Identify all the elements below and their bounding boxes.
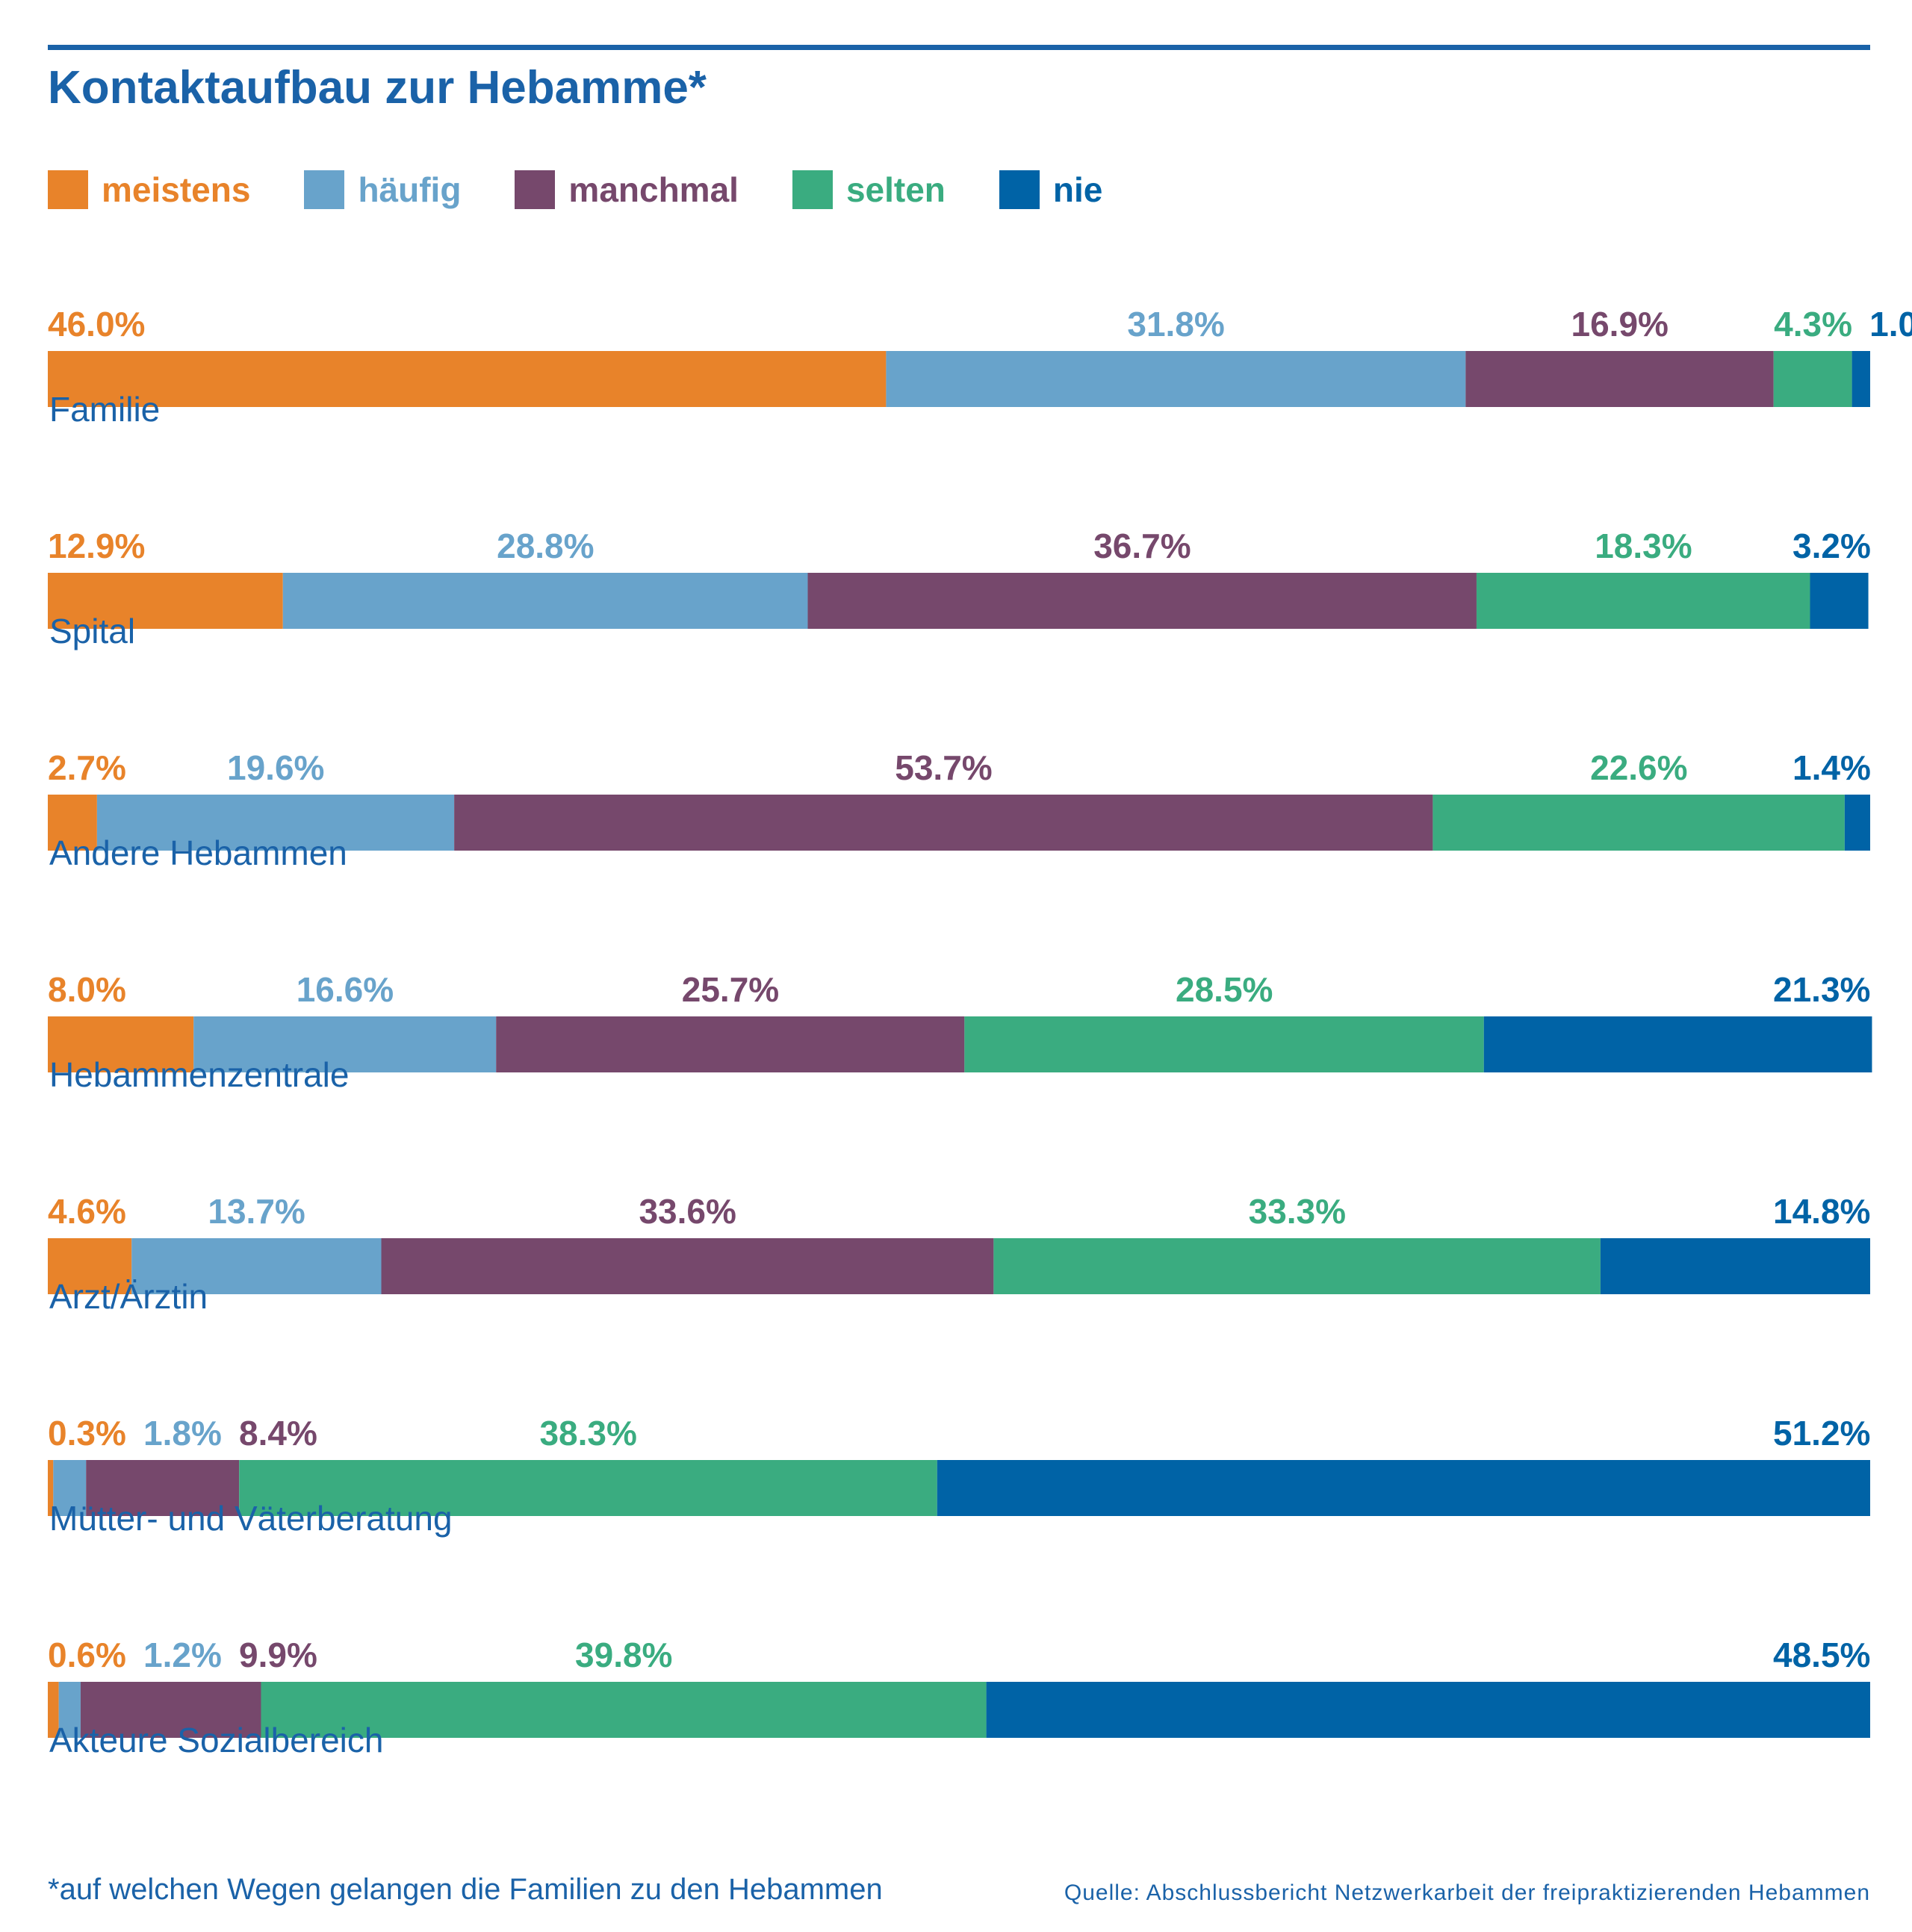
- value-label-1-1: 28.8%: [497, 527, 594, 565]
- legend-item-selten: selten: [792, 170, 946, 210]
- legend-item-meistens: meistens: [48, 170, 250, 210]
- category-label-3: Hebammenzentrale: [49, 1055, 349, 1094]
- category-label-2: Andere Hebammen: [49, 833, 347, 872]
- value-label-2-3: 22.6%: [1590, 748, 1687, 787]
- value-label-3-0: 8.0%: [48, 970, 126, 1009]
- legend: meistens häufig manchmal selten nie: [48, 167, 1156, 212]
- value-label-0-2: 16.9%: [1571, 305, 1669, 344]
- legend-label-meistens: meistens: [102, 170, 251, 209]
- value-label-2-2: 53.7%: [895, 748, 992, 787]
- category-label-0: Familie: [49, 390, 160, 429]
- value-label-1-4: 3.2%: [1792, 527, 1871, 565]
- bar-segment-2-3: [1433, 795, 1845, 851]
- bar-segment-4-2: [381, 1238, 994, 1294]
- bar-segment-4-4: [1600, 1238, 1870, 1294]
- value-label-3-4: 21.3%: [1773, 970, 1870, 1009]
- bar-segment-3-3: [964, 1016, 1484, 1072]
- value-label-5-3: 38.3%: [539, 1414, 636, 1453]
- bar-segment-1-2: [807, 573, 1477, 629]
- bar-segment-6-3: [261, 1682, 987, 1738]
- value-label-6-3: 39.8%: [575, 1636, 672, 1674]
- value-label-0-3: 4.3%: [1774, 305, 1852, 344]
- bar-segment-6-1: [58, 1682, 81, 1738]
- bar-segment-2-2: [454, 795, 1433, 851]
- value-label-4-1: 13.7%: [208, 1192, 305, 1231]
- bar-segment-6-2: [80, 1682, 261, 1738]
- category-label-6: Akteure Sozialbereich: [49, 1721, 383, 1759]
- bar-segment-0-2: [1465, 351, 1774, 407]
- legend-swatch-selten: [792, 170, 833, 209]
- category-label-4: Arzt/Ärztin: [49, 1277, 208, 1316]
- legend-item-haeufig: häufig: [304, 170, 461, 210]
- bar-segment-0-3: [1773, 351, 1852, 407]
- bar-segment-5-2: [86, 1460, 240, 1516]
- bar-segment-4-3: [993, 1238, 1601, 1294]
- value-label-4-0: 4.6%: [48, 1192, 126, 1231]
- bar-segment-5-3: [239, 1460, 937, 1516]
- value-label-2-0: 2.7%: [48, 748, 126, 787]
- chart-title: Kontaktaufbau zur Hebamme*: [48, 62, 707, 114]
- bar-segment-0-4: [1852, 351, 1870, 407]
- value-label-2-1: 19.6%: [227, 748, 324, 787]
- legend-swatch-nie: [999, 170, 1040, 209]
- legend-item-manchmal: manchmal: [515, 170, 739, 210]
- legend-swatch-meistens: [48, 170, 88, 209]
- bar-segment-5-4: [937, 1460, 1870, 1516]
- bar-segment-1-1: [282, 573, 808, 629]
- legend-item-nie: nie: [999, 170, 1102, 210]
- value-label-4-3: 33.3%: [1249, 1192, 1346, 1231]
- value-label-5-4: 51.2%: [1773, 1414, 1870, 1453]
- value-label-0-0: 46.0%: [48, 305, 145, 344]
- category-label-1: Spital: [49, 612, 135, 650]
- value-label-6-0: 0.6%: [48, 1636, 126, 1674]
- bar-segment-5-1: [53, 1460, 87, 1516]
- legend-label-nie: nie: [1052, 170, 1103, 209]
- bar-segment-5-0: [48, 1460, 54, 1516]
- bar-segment-2-1: [96, 795, 455, 851]
- legend-label-manchmal: manchmal: [568, 170, 739, 209]
- bar-segment-3-4: [1483, 1016, 1872, 1072]
- bar-segment-0-0: [48, 351, 887, 407]
- value-label-5-1: 1.8%: [143, 1414, 222, 1453]
- bar-segment-3-0: [48, 1016, 194, 1072]
- bar-segment-4-1: [131, 1238, 382, 1294]
- value-label-6-4: 48.5%: [1773, 1636, 1870, 1674]
- top-rule: [48, 45, 1870, 50]
- value-label-0-1: 31.8%: [1127, 305, 1224, 344]
- bar-segment-4-0: [48, 1238, 132, 1294]
- bar-segment-3-1: [193, 1016, 497, 1072]
- category-label-5: Mütter- und Väterberatung: [49, 1499, 453, 1538]
- value-label-5-0: 0.3%: [48, 1414, 126, 1453]
- value-label-1-2: 36.7%: [1093, 527, 1191, 565]
- bar-segment-6-0: [48, 1682, 59, 1738]
- value-label-3-2: 25.7%: [682, 970, 779, 1009]
- value-label-1-3: 18.3%: [1595, 527, 1692, 565]
- legend-label-haeufig: häufig: [358, 170, 462, 209]
- bar-segment-6-4: [986, 1682, 1870, 1738]
- bar-segment-2-0: [48, 795, 97, 851]
- value-label-3-1: 16.6%: [297, 970, 394, 1009]
- value-label-3-3: 28.5%: [1176, 970, 1273, 1009]
- source-note: Quelle: Abschlussbericht Netzwerkarbeit …: [1064, 1880, 1870, 1905]
- bar-segment-1-4: [1810, 573, 1869, 629]
- bar-segment-2-4: [1844, 795, 1870, 851]
- bar-segment-3-2: [496, 1016, 965, 1072]
- value-label-1-0: 12.9%: [48, 527, 145, 565]
- legend-label-selten: selten: [845, 170, 946, 209]
- value-label-0-4: 1.0%: [1869, 305, 1912, 344]
- value-label-6-2: 9.9%: [239, 1636, 317, 1674]
- bar-segment-1-0: [48, 573, 283, 629]
- value-label-5-2: 8.4%: [239, 1414, 317, 1453]
- legend-swatch-haeufig: [304, 170, 345, 209]
- bar-segment-1-3: [1476, 573, 1810, 629]
- value-label-2-4: 1.4%: [1792, 748, 1871, 787]
- footnote: *auf welchen Wegen gelangen die Familien…: [48, 1873, 883, 1906]
- bar-segment-0-1: [886, 351, 1466, 407]
- value-label-4-2: 33.6%: [639, 1192, 736, 1231]
- legend-swatch-manchmal: [515, 170, 556, 209]
- value-label-6-1: 1.2%: [143, 1636, 222, 1674]
- value-label-4-4: 14.8%: [1773, 1192, 1870, 1231]
